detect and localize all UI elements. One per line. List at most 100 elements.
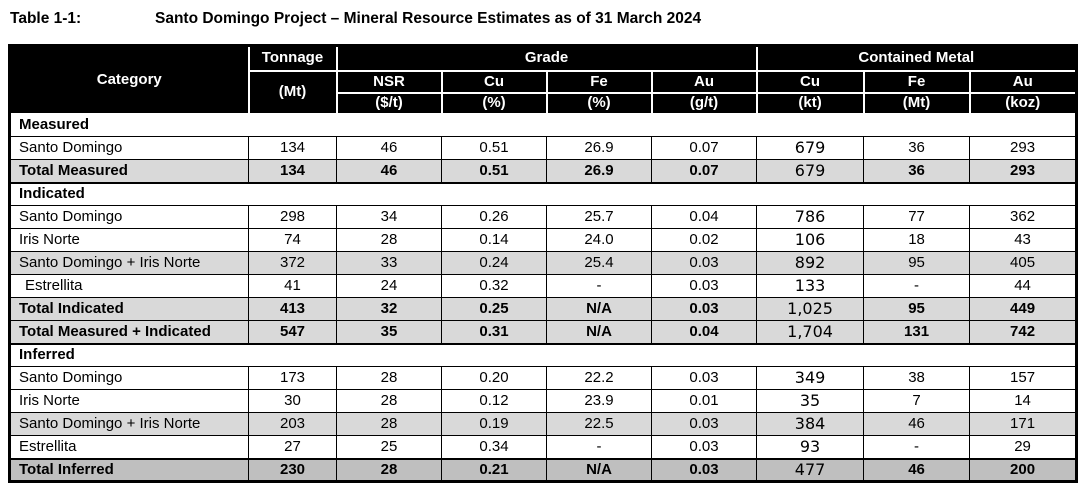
cell-au_gpt: 0.03 (650, 435, 758, 459)
table-row: Total Inferred 230 28 0.21 N/A 0.03 477 46 200 (9, 457, 1078, 482)
cell-au_gpt: 0.07 (650, 136, 758, 160)
cell-cu_kt: 384 (756, 412, 865, 436)
row-category: Estrellita (9, 274, 249, 298)
table-caption: Table 1-1: Santo Domingo Project – Minera… (10, 9, 701, 29)
cell-fe_pct: N/A (546, 457, 652, 482)
cell-au_koz: 171 (969, 412, 1078, 436)
section-label: Indicated (8, 181, 1078, 206)
col-unit-metal-fe: (Mt) (862, 91, 971, 115)
row-category: Santo Domingo + Iris Norte (9, 412, 249, 436)
cell-au_gpt: 0.03 (650, 412, 758, 436)
cell-nsr_usd_per_t: 28 (336, 366, 442, 390)
row-category: Santo Domingo (9, 366, 249, 390)
cell-au_gpt: 0.03 (650, 457, 758, 482)
cell-fe_mt: 95 (863, 297, 971, 321)
cell-cu_kt: 349 (756, 366, 865, 390)
col-header-grade-fe: Fe (545, 69, 653, 94)
cell-fe_mt: 77 (863, 205, 971, 229)
col-header-grade-cu: Cu (440, 69, 548, 94)
cell-au_gpt: 0.03 (650, 366, 758, 390)
table-row: Santo Domingo 134 46 0.51 26.9 0.07 679 36 293 (9, 136, 1078, 160)
cell-au_gpt: 0.03 (650, 274, 758, 298)
cell-nsr_usd_per_t: 28 (336, 412, 442, 436)
cell-tonnage_mt: 413 (248, 297, 337, 321)
cell-fe_pct: - (546, 435, 652, 459)
section-header-row: Measured (8, 112, 1078, 137)
row-category: Santo Domingo (9, 205, 249, 229)
cell-au_koz: 293 (969, 159, 1078, 183)
cell-fe_pct: 25.4 (546, 251, 652, 275)
table-row: Total Measured 134 46 0.51 26.9 0.07 679 36 293 (9, 159, 1078, 183)
col-unit-grade-cu: (%) (440, 91, 548, 115)
col-header-grade-nsr: NSR (335, 69, 443, 94)
cell-nsr_usd_per_t: 25 (336, 435, 442, 459)
cell-au_koz: 14 (969, 389, 1078, 413)
cell-au_koz: 449 (969, 297, 1078, 321)
row-category: Total Indicated (9, 297, 249, 321)
cell-nsr_usd_per_t: 32 (336, 297, 442, 321)
cell-fe_pct: N/A (546, 320, 652, 344)
col-group-contained-metal: Contained Metal (755, 44, 1078, 72)
cell-fe_mt: 46 (863, 412, 971, 436)
cell-au_koz: 293 (969, 136, 1078, 160)
section-label: Inferred (8, 342, 1078, 367)
cell-tonnage_mt: 372 (248, 251, 337, 275)
cell-au_gpt: 0.04 (650, 320, 758, 344)
col-header-grade-au: Au (650, 69, 758, 94)
table-row: Santo Domingo + Iris Norte 372 33 0.24 25.4 0… (9, 251, 1078, 275)
cell-fe_mt: 36 (863, 159, 971, 183)
cell-fe_mt: 131 (863, 320, 971, 344)
cell-fe_mt: 46 (863, 457, 971, 482)
col-unit-metal-cu: (kt) (755, 91, 865, 115)
row-category: Santo Domingo + Iris Norte (9, 251, 249, 275)
row-category: Iris Norte (9, 228, 249, 252)
cell-au_koz: 742 (969, 320, 1078, 344)
table-row: Estrellita 41 24 0.32-0.03 133-44 (9, 274, 1078, 298)
cell-fe_pct: - (546, 274, 652, 298)
table-row: Iris Norte 30 28 0.12 23.9 0.01 35 7 14 (9, 389, 1078, 413)
cell-nsr_usd_per_t: 46 (336, 136, 442, 160)
cell-cu_kt: 93 (756, 435, 865, 459)
table-row: Estrellita 27 25 0.34-0.03 93-29 (9, 435, 1078, 459)
cell-cu_pct: 0.19 (441, 412, 547, 436)
cell-tonnage_mt: 173 (248, 366, 337, 390)
row-category: Santo Domingo (9, 136, 249, 160)
cell-fe_mt: 36 (863, 136, 971, 160)
col-header-metal-fe: Fe (862, 69, 971, 94)
cell-cu_pct: 0.51 (441, 136, 547, 160)
cell-cu_pct: 0.12 (441, 389, 547, 413)
cell-tonnage_mt: 27 (248, 435, 337, 459)
cell-fe_mt: 18 (863, 228, 971, 252)
cell-au_koz: 29 (969, 435, 1078, 459)
cell-tonnage_mt: 30 (248, 389, 337, 413)
cell-fe_pct: 25.7 (546, 205, 652, 229)
header-row-names: (Mt) NSR Cu Fe Au Cu Fe Au (10, 69, 1078, 115)
cell-cu_kt: 106 (756, 228, 865, 252)
table-row: Iris Norte 74 28 0.14 24.0 0.02 106 18 43 (9, 228, 1078, 252)
cell-tonnage_mt: 41 (248, 274, 337, 298)
cell-nsr_usd_per_t: 33 (336, 251, 442, 275)
section-header-row: Indicated (8, 181, 1078, 206)
mineral-resource-table: Category Tonnage Grade Contained Metal (… (8, 44, 1079, 483)
row-category: Total Inferred (9, 457, 249, 482)
header-row-units: ($/t) (%) (%) (g/t) (kt) (Mt) (koz) (10, 91, 1078, 115)
row-category: Estrellita (9, 435, 249, 459)
cell-au_gpt: 0.04 (650, 205, 758, 229)
col-header-tonnage: Tonnage (247, 44, 338, 72)
cell-tonnage_mt: 298 (248, 205, 337, 229)
col-header-metal-cu: Cu (755, 69, 865, 94)
cell-cu_pct: 0.34 (441, 435, 547, 459)
cell-cu_kt: 1,025 (756, 297, 865, 321)
cell-cu_pct: 0.26 (441, 205, 547, 229)
cell-cu_pct: 0.51 (441, 159, 547, 183)
cell-tonnage_mt: 547 (248, 320, 337, 344)
cell-fe_mt: 38 (863, 366, 971, 390)
col-group-grade: Grade (335, 44, 758, 72)
section-label: Measured (8, 112, 1078, 137)
cell-fe_pct: 23.9 (546, 389, 652, 413)
cell-cu_pct: 0.25 (441, 297, 547, 321)
cell-cu_kt: 786 (756, 205, 865, 229)
cell-au_koz: 43 (969, 228, 1078, 252)
cell-cu_pct: 0.21 (441, 457, 547, 482)
cell-cu_pct: 0.14 (441, 228, 547, 252)
